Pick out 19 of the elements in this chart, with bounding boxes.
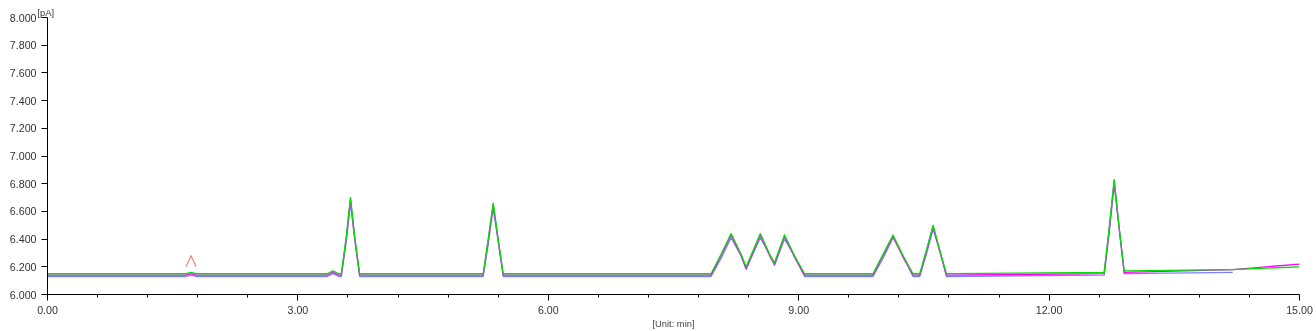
x-tick-label: 0.00 [37,303,58,316]
y-tick-label: 6.600 [9,205,37,218]
y-tick-label: 6.400 [9,233,37,246]
y-tick-label: 7.800 [9,39,37,52]
y-tick-label: 6.000 [9,288,37,301]
y-axis-title: [pA] [37,7,55,18]
y-tick-label: 8.000 [9,11,37,24]
x-tick-label: 6.00 [537,303,559,316]
y-tick-label: 6.200 [9,260,37,273]
x-tick-label: 12.00 [1035,303,1063,316]
x-tick-label: 3.00 [287,303,309,316]
x-tick-label: 9.00 [788,303,810,316]
x-tick-label: 15.00 [1286,303,1313,316]
y-tick-label: 6.800 [9,177,37,190]
y-tick-label: 7.000 [9,150,37,162]
y-tick-label: 7.600 [9,66,37,79]
y-tick-label: 7.200 [9,122,37,135]
x-axis-title: [Unit: min] [652,318,695,329]
y-tick-label: 7.400 [9,94,37,107]
